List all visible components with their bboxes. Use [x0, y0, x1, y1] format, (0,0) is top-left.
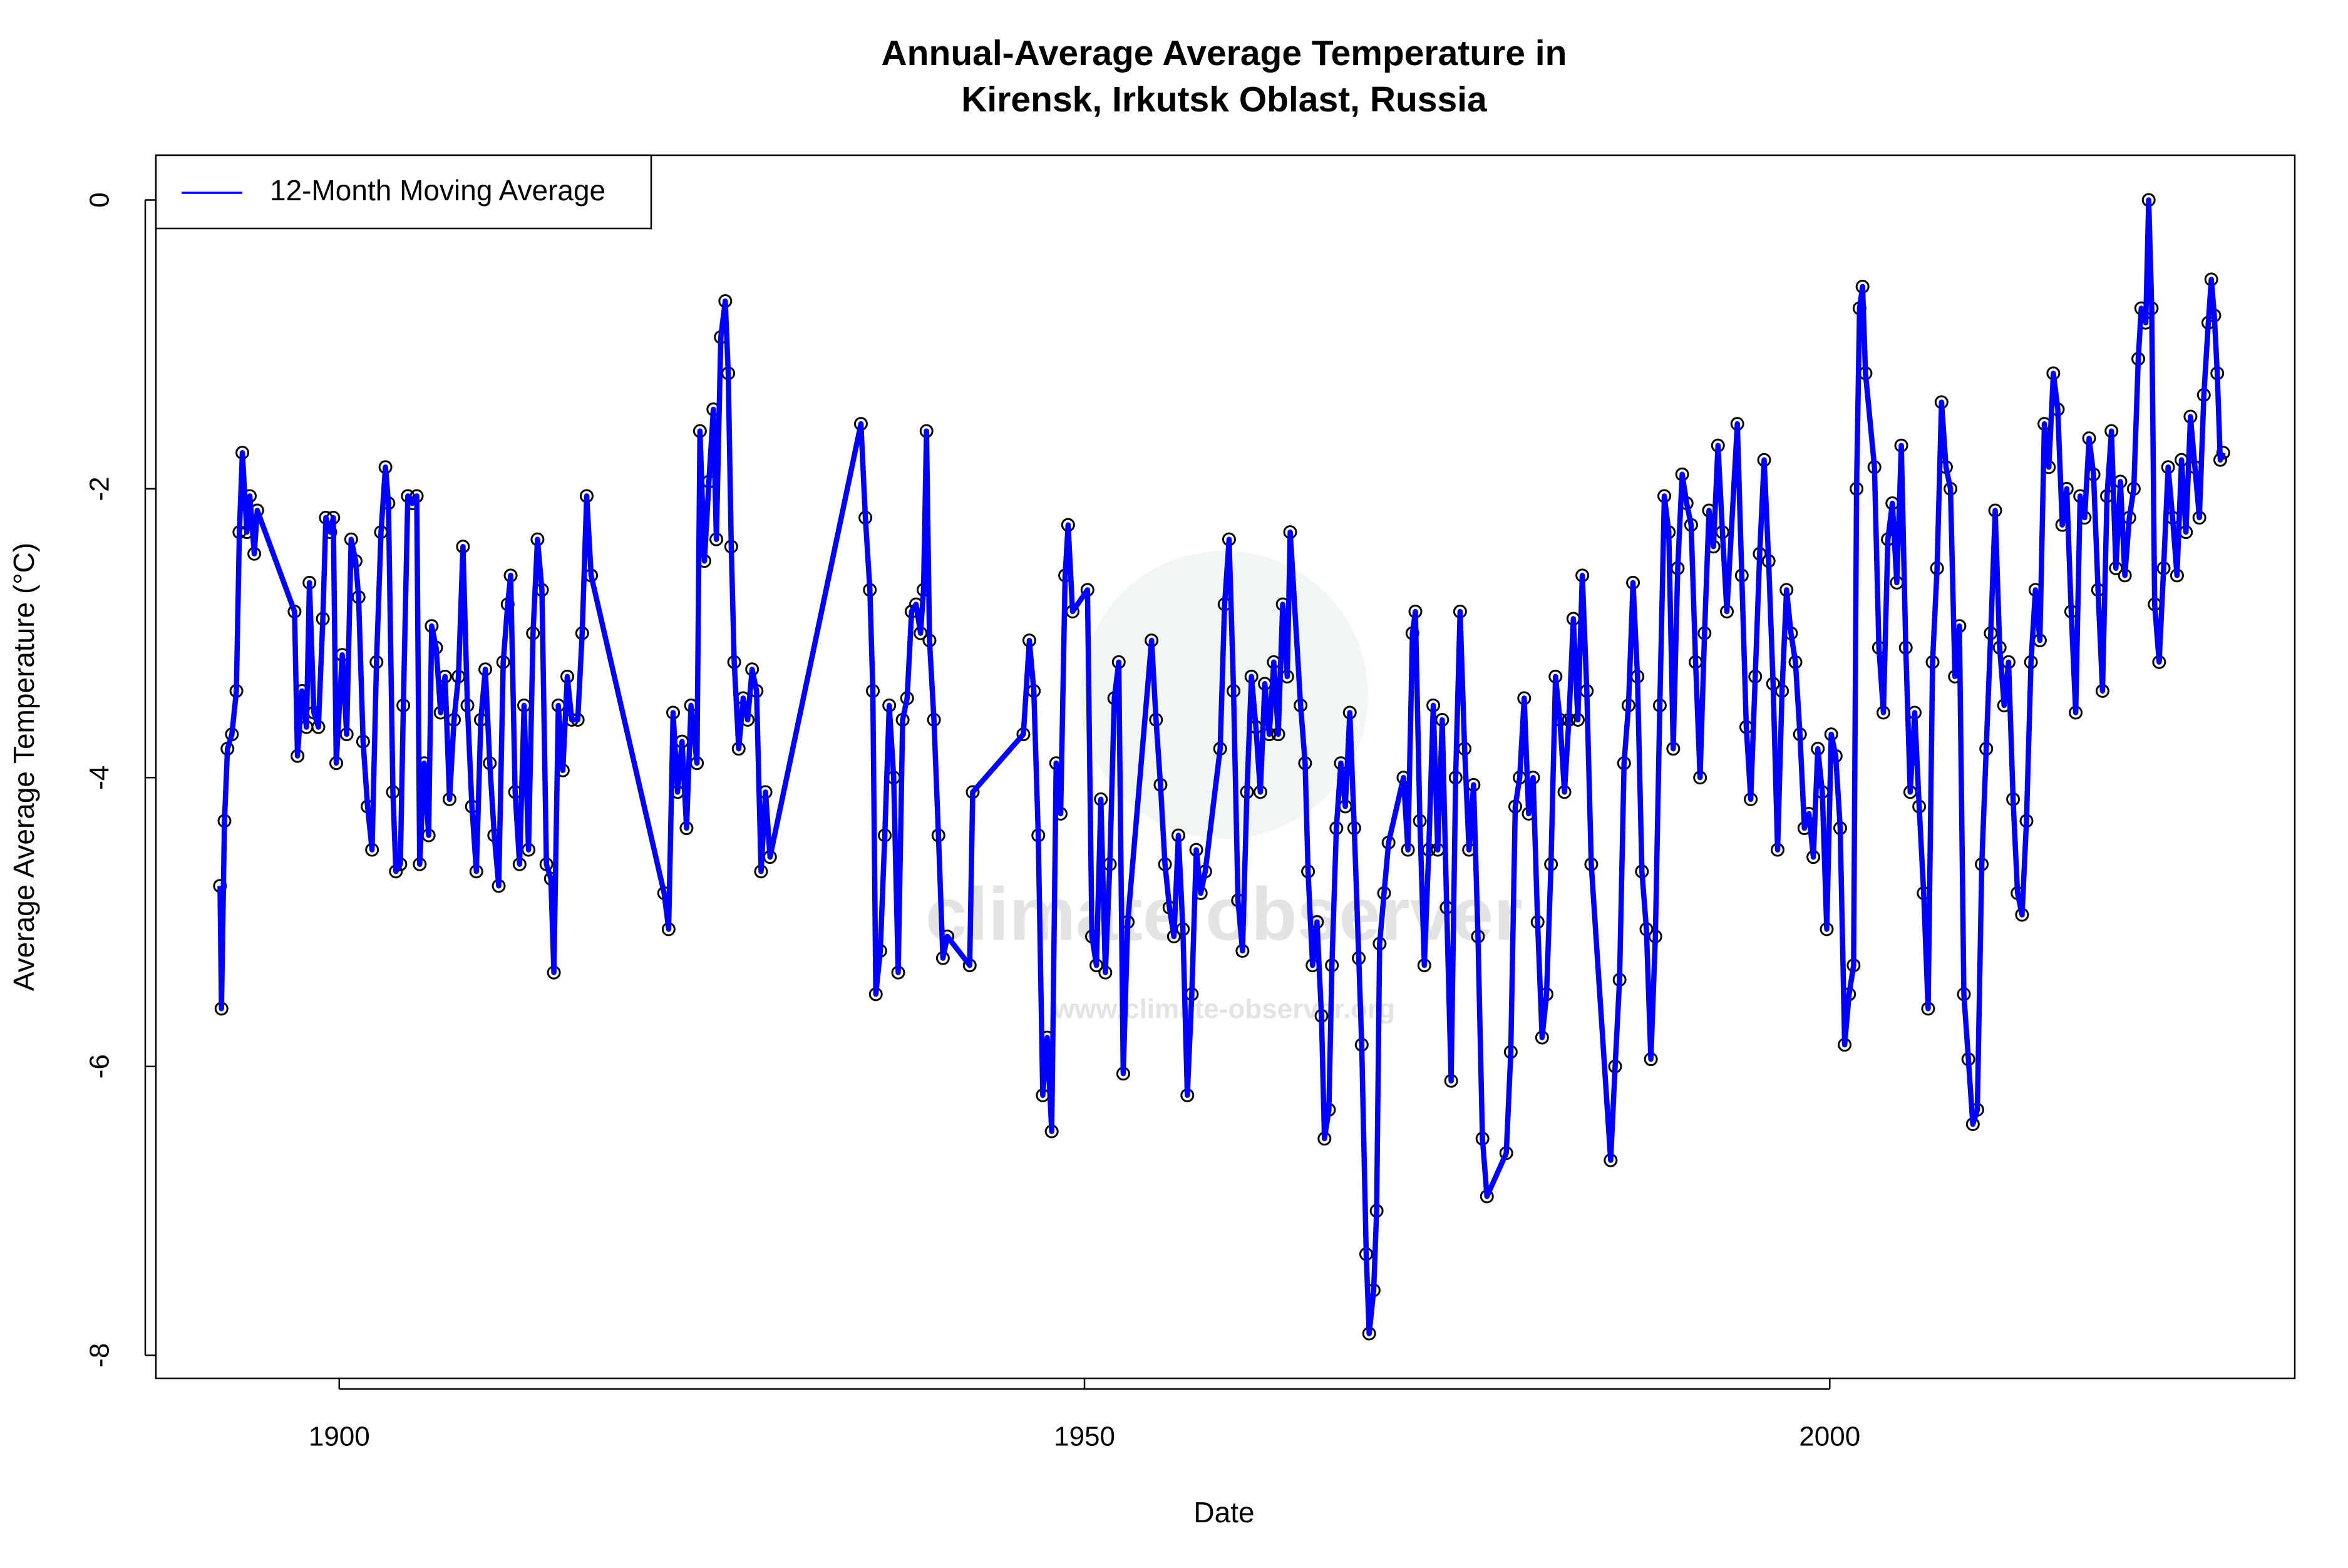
- chart-title: Kirensk, Irkutsk Oblast, Russia: [961, 79, 1488, 120]
- y-tick-label: -2: [85, 476, 115, 501]
- y-tick-label: -4: [85, 766, 115, 790]
- legend: 12-Month Moving Average: [155, 154, 652, 230]
- chart-title: Annual-Average Average Temperature in: [882, 33, 1567, 73]
- plot-frame: [155, 154, 2296, 1380]
- y-tick-label: -6: [85, 1054, 115, 1079]
- x-tick-label: 1950: [1054, 1422, 1115, 1452]
- plot-marks: [213, 193, 2230, 1341]
- x-axis-label: Date: [1193, 1496, 1254, 1529]
- y-tick-label: -8: [85, 1343, 115, 1368]
- legend-label: 12-Month Moving Average: [270, 174, 605, 207]
- watermark-text: climate observer: [925, 873, 1523, 956]
- series-line: [217, 197, 2226, 1336]
- y-axis-label: Average Average Temperature (°C): [8, 543, 40, 991]
- y-tick-label: 0: [85, 192, 115, 207]
- x-tick-label: 1900: [309, 1422, 370, 1452]
- x-tick-label: 2000: [1799, 1422, 1860, 1452]
- watermark-url: www.climate-observer.org: [1053, 994, 1395, 1025]
